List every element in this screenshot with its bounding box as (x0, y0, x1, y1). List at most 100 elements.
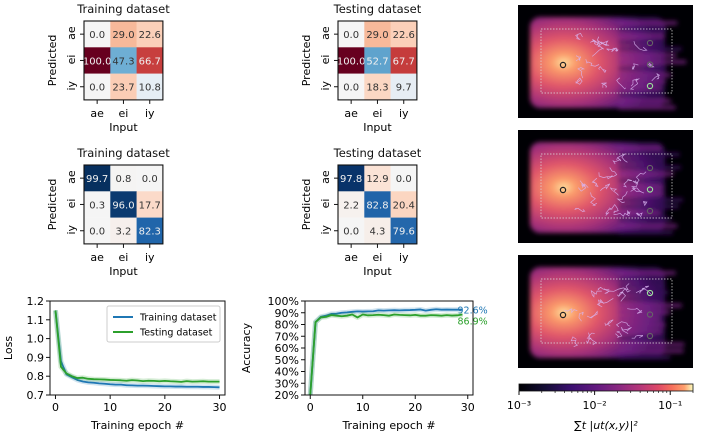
cell-label: 79.6 (393, 227, 415, 238)
series-band (307, 306, 463, 396)
heatmap-cell (338, 21, 365, 48)
chart-title: Testing dataset (333, 146, 422, 160)
material-contour (600, 183, 611, 191)
y-axis-label: Predicted (300, 35, 313, 87)
field-stripe (618, 230, 674, 235)
material-contour (609, 187, 619, 196)
y-tick-label: ae (65, 170, 78, 184)
y-tick-label: 50% (275, 354, 299, 367)
field-stripe (618, 99, 672, 103)
y-tick-label: ae (319, 26, 332, 40)
material-contour (616, 77, 626, 90)
y-tick-label: ei (319, 199, 332, 209)
material-contour (578, 184, 587, 192)
field-stripe (618, 105, 676, 110)
field-stripe (618, 191, 664, 196)
cell-label: 0.0 (343, 83, 359, 94)
x-tick-label: 10 (103, 401, 117, 414)
y-tick-label: 70% (275, 330, 299, 343)
heatmap-cell (338, 73, 365, 101)
material-contour (588, 332, 597, 346)
cell-label: 0.0 (89, 83, 105, 94)
series-line-0 (309, 308, 463, 396)
material-contour (574, 207, 586, 213)
heatmap-cell (390, 21, 418, 48)
plot-frame (49, 300, 226, 396)
heatmap-cell (364, 47, 391, 74)
field-stripe (618, 310, 671, 314)
material-contour (577, 67, 585, 79)
x-tick-label: ae (90, 107, 104, 120)
material-contour (621, 326, 632, 334)
series-line-0 (54, 310, 220, 389)
y-axis-label: Predicted (300, 179, 313, 231)
field-stripe (618, 355, 671, 360)
loss-chart: 0 10 20 30 0.7 0.8 0.9 1.0 1.1 1.2 Training epoch … (2, 295, 227, 432)
series-band (307, 312, 463, 396)
field-stripe (618, 27, 667, 32)
field-stripe (618, 198, 684, 202)
chart-title: Testing dataset (333, 2, 422, 16)
source-probe (559, 186, 567, 194)
cell-label: 0.3 (89, 200, 105, 211)
field-stripe (618, 159, 666, 163)
field-stripe (618, 303, 683, 308)
field-intensity (530, 267, 685, 360)
heatmap-cell (136, 21, 164, 48)
field-stripe (618, 86, 662, 90)
heatmap-cell (390, 73, 418, 101)
field-stripe (618, 172, 674, 176)
heatmap-cell (390, 47, 418, 74)
cell-label: 100.0 (83, 56, 112, 67)
field-stripe (618, 290, 669, 295)
material-contour (618, 288, 631, 297)
colorbar-label: ∑t |ut(x,y)|² (574, 419, 638, 432)
cell-label: 0.0 (89, 227, 105, 238)
heatmap-cell (136, 165, 164, 192)
cell-label: 67.7 (393, 56, 415, 67)
field-stripe (618, 336, 659, 340)
cell-label: 23.7 (112, 83, 134, 94)
material-contour (630, 78, 640, 87)
x-tick-label: 30 (461, 401, 475, 414)
y-tick-label: ei (319, 55, 332, 65)
material-contour (651, 73, 661, 82)
y-tick-label: ae (319, 170, 332, 184)
x-tick-label: iy (399, 251, 409, 264)
cell-label: 29.0 (366, 30, 388, 41)
source-probe (559, 311, 567, 319)
heatmap-cell (390, 217, 418, 245)
heatmap-cell (364, 165, 391, 192)
material-contour (606, 47, 617, 52)
material-contour (623, 178, 633, 188)
y-tick-label: 0.8 (27, 370, 45, 383)
material-contour (627, 307, 643, 314)
cell-label: 17.7 (139, 200, 161, 211)
field-iy-image (518, 255, 693, 368)
cell-label: 66.7 (139, 56, 161, 67)
material-contour (615, 330, 623, 338)
material-contour (627, 209, 631, 215)
material-contour (578, 311, 584, 322)
heatmap-cell (110, 73, 137, 101)
cell-label: 12.9 (366, 174, 388, 185)
y-tick-label: 40% (275, 366, 299, 379)
cell-label: 2.2 (343, 200, 359, 211)
material-contour (642, 200, 648, 207)
field-stripe (618, 53, 677, 58)
heatmap-cell (84, 73, 111, 101)
x-tick-label: ae (344, 107, 358, 120)
field-intensity (530, 17, 687, 110)
field-stripe (618, 60, 687, 64)
material-contour (631, 187, 645, 194)
material-contour (635, 288, 646, 294)
x-axis-label: Input (363, 121, 392, 134)
material-contour (615, 321, 630, 328)
x-tick-label: iy (145, 107, 155, 120)
heatmap-cell (110, 21, 137, 48)
output-probe (646, 332, 654, 340)
heatmap-cell (390, 165, 418, 192)
material-contour (604, 319, 614, 327)
y-axis-label: Loss (2, 336, 15, 360)
